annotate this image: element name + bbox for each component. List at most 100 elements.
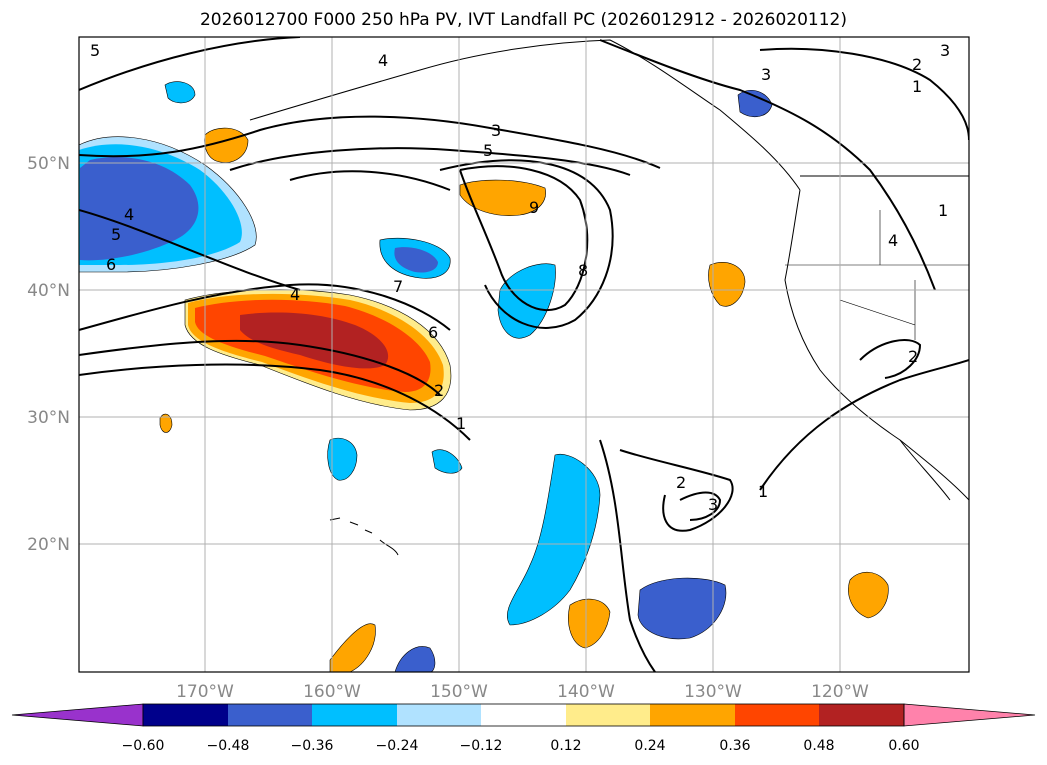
contour-label: 4 — [888, 231, 898, 250]
colorbar-swatch — [566, 704, 650, 726]
negative-anomaly-nw-core2 — [80, 157, 199, 261]
contour-3 — [79, 115, 661, 169]
colorbar-swatch — [143, 704, 228, 726]
north-america-west-coast — [784, 189, 969, 501]
negative-anomaly-south2 — [637, 577, 727, 640]
contour-label: 5 — [90, 41, 100, 60]
negative-anomaly-east — [497, 263, 556, 339]
negative-anomaly-south — [507, 453, 601, 626]
lon-label: 160°W — [303, 682, 361, 702]
colorbar-swatch — [819, 704, 904, 726]
colorbar-swatch — [312, 704, 397, 726]
positive-anomaly-se — [848, 572, 889, 619]
contour-label: 2 — [912, 55, 922, 74]
contour-3-b — [679, 491, 722, 521]
positive-anomaly-north — [459, 179, 546, 216]
colorbar-tick: 0.12 — [550, 738, 581, 754]
contour-label: 4 — [378, 51, 388, 70]
pv-contours — [79, 37, 969, 672]
lon-axis-labels: 170°W 160°W 150°W 140°W 130°W 120°W — [176, 682, 869, 702]
contour-label: 7 — [393, 277, 403, 296]
colorbar-tick: −0.24 — [376, 738, 419, 754]
contour-label: 2 — [434, 381, 444, 400]
baja-coast — [899, 439, 951, 501]
us-state-borders — [785, 210, 969, 340]
contour-label: 1 — [938, 201, 948, 220]
colorbar-tick: 0.36 — [719, 738, 750, 754]
lat-label: 50°N — [27, 154, 70, 174]
positive-anomaly-coast — [708, 262, 746, 307]
lat-axis-labels: 50°N 40°N 30°N 20°N — [27, 154, 70, 555]
map-frame — [78, 36, 970, 673]
alaska-coast — [249, 39, 801, 191]
contour-label: 6 — [428, 323, 438, 342]
colorbar-swatch — [228, 704, 312, 726]
contour-1-b — [599, 39, 936, 291]
contour-label: 5 — [483, 141, 493, 160]
map-content: 5 4 3 5 9 4 5 6 7 8 4 6 2 1 3 2 1 3 1 3 … — [79, 37, 969, 672]
colorbar-tick: 0.24 — [634, 738, 665, 754]
contour-label: 3 — [761, 65, 771, 84]
lat-label: 20°N — [27, 535, 70, 555]
contour-2-b — [619, 449, 734, 532]
contour-label: 3 — [491, 121, 501, 140]
contour-1-d — [759, 359, 969, 491]
hawaii-islands — [329, 517, 399, 556]
negative-anomaly-ne — [737, 90, 773, 118]
contour-label: 5 — [111, 225, 121, 244]
contour-label: 4 — [290, 285, 300, 304]
colorbar-tick: −0.36 — [291, 738, 334, 754]
contour-1-c — [599, 439, 656, 672]
lon-label: 140°W — [557, 682, 615, 702]
contour-6 — [79, 283, 451, 331]
lon-label: 150°W — [430, 682, 488, 702]
contour-label: 6 — [106, 255, 116, 274]
contour-label: 2 — [676, 473, 686, 492]
contour-4 — [79, 209, 301, 291]
contour-8 — [439, 159, 614, 329]
colorbar: −0.60 −0.48 −0.36 −0.24 −0.12 0.12 0.24 … — [11, 703, 1036, 754]
colorbar-tick-labels: −0.60 −0.48 −0.36 −0.24 −0.12 0.12 0.24 … — [122, 738, 920, 754]
lat-label: 40°N — [27, 281, 70, 301]
negative-anomaly-tl — [164, 81, 196, 104]
contour-9 — [459, 165, 589, 311]
positive-anomaly-dot — [159, 413, 173, 433]
contour-4-b — [859, 339, 922, 379]
lat-label: 30°N — [27, 408, 70, 428]
contour-label: 3 — [708, 495, 718, 514]
contour-top-r — [759, 47, 969, 141]
negative-anomaly-hi2 — [431, 449, 463, 474]
contour-label: 9 — [529, 198, 539, 217]
contour-label: 8 — [578, 261, 588, 280]
colorbar-tick: 0.48 — [803, 738, 834, 754]
lon-label: 130°W — [684, 682, 742, 702]
contour-label: 4 — [124, 205, 134, 224]
colorbar-tick: −0.12 — [460, 738, 503, 754]
contour-labels: 5 4 3 5 9 4 5 6 7 8 4 6 2 1 3 2 1 3 1 3 … — [90, 41, 950, 514]
map-title: 2026012700 F000 250 hPa PV, IVT Landfall… — [199, 10, 847, 30]
contour-label: 1 — [758, 482, 768, 501]
colorbar-swatch — [650, 704, 735, 726]
contour-top — [79, 37, 301, 91]
positive-anomaly-bot — [329, 623, 376, 672]
colorbar-extend-low — [11, 703, 144, 727]
colorbar-swatch — [481, 704, 566, 726]
colorbar-tick: −0.60 — [122, 738, 165, 754]
contour-label: 3 — [940, 41, 950, 60]
contour-label: 1 — [456, 414, 466, 433]
contour-label: 1 — [912, 77, 922, 96]
colorbar-swatch — [735, 704, 819, 726]
positive-anomaly-south — [568, 598, 611, 649]
shaded-field — [79, 81, 889, 672]
lon-label: 120°W — [811, 682, 869, 702]
negative-anomaly-bot — [394, 646, 436, 672]
lon-label: 170°W — [176, 682, 234, 702]
colorbar-frame — [142, 703, 905, 727]
negative-anomaly-hi — [327, 437, 358, 481]
negative-anomaly-mid-core — [394, 247, 438, 273]
colorbar-swatch — [397, 704, 481, 726]
gridlines — [79, 37, 969, 672]
colorbar-tick: −0.48 — [207, 738, 250, 754]
colorbar-tick: 0.60 — [888, 738, 919, 754]
